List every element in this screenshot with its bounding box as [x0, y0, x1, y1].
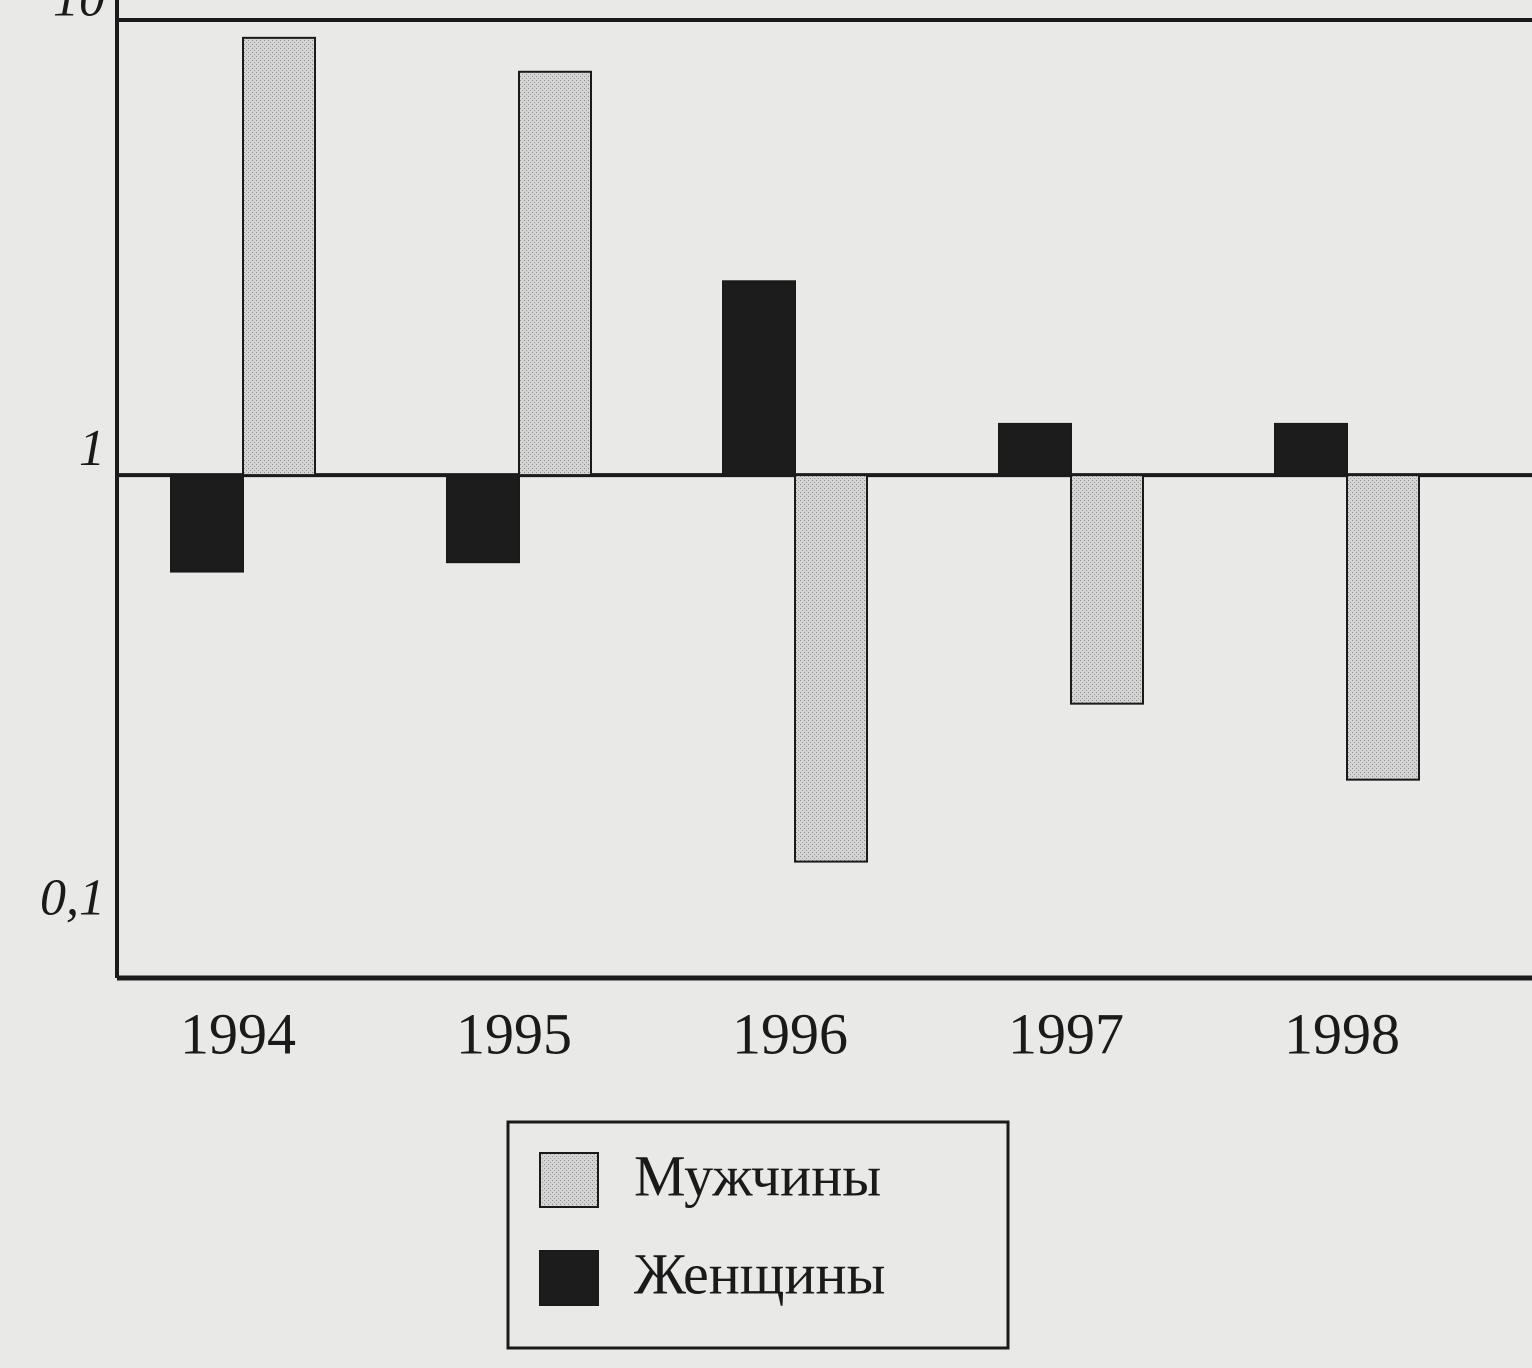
x-tick-label: 1998: [1284, 1001, 1400, 1066]
bar: [998, 422, 1072, 477]
bar: [1274, 422, 1348, 477]
y-tick-label: 10: [53, 0, 105, 28]
bar: [518, 70, 592, 477]
bar: [722, 280, 796, 477]
bar: [170, 474, 244, 573]
x-tick-label: 1995: [456, 1001, 572, 1066]
x-tick-label: 1994: [180, 1001, 296, 1066]
bar: [242, 36, 316, 477]
x-tick-label: 1996: [732, 1001, 848, 1066]
legend-swatch: [539, 1250, 599, 1306]
bar: [1346, 474, 1420, 781]
x-tick-label: 1997: [1008, 1001, 1124, 1066]
legend-label: Женщины: [634, 1241, 886, 1306]
y-tick-label: 0,1: [40, 869, 105, 926]
y-tick-label: 1: [79, 420, 105, 477]
bar: [794, 474, 868, 863]
legend-box: [506, 1120, 1010, 1350]
legend-label: Мужчины: [634, 1143, 881, 1208]
bar: [446, 474, 520, 564]
bar: [1070, 474, 1144, 705]
legend-swatch: [539, 1152, 599, 1208]
